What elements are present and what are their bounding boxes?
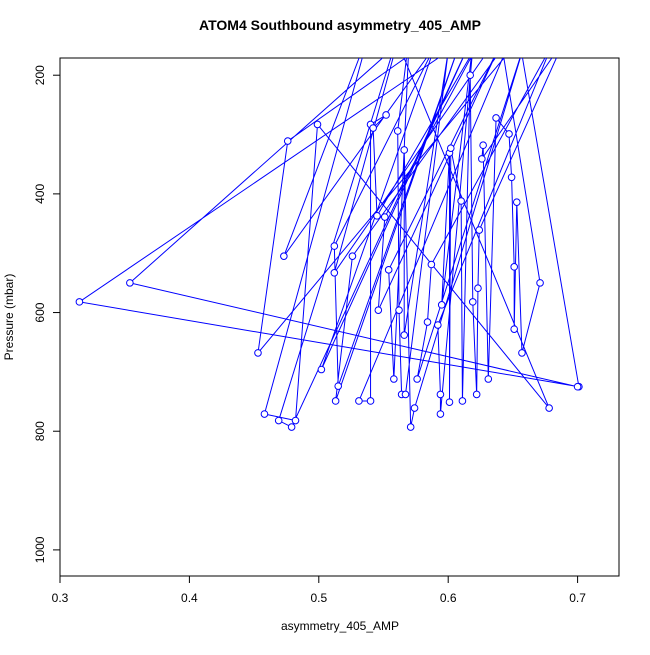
data-point [468, 298, 477, 306]
data-point [291, 416, 300, 425]
data-point [573, 382, 582, 391]
data-point [475, 226, 484, 234]
data-point [536, 279, 544, 287]
y-tick-label: 200 [33, 65, 47, 85]
y-tick-label: 800 [33, 421, 47, 441]
data-point [369, 124, 377, 132]
data-point [432, 42, 439, 49]
data-point [348, 252, 357, 260]
data-point [478, 155, 486, 163]
data-point [548, 42, 555, 49]
data-point [445, 398, 454, 406]
data-point [510, 325, 518, 333]
x-axis-label: asymmetry_405_AMP [281, 619, 399, 633]
x-tick-label: 0.7 [569, 591, 586, 605]
data-point [518, 349, 526, 357]
data-point [446, 144, 455, 152]
data-point [283, 137, 292, 145]
data-point [126, 279, 134, 287]
y-axis-label: Pressure (mbar) [2, 274, 16, 361]
data-point [393, 127, 402, 135]
data-point [436, 410, 445, 418]
data-point [317, 365, 326, 374]
x-tick-label: 0.4 [181, 591, 198, 605]
data-point [382, 111, 390, 119]
data-point [330, 242, 339, 250]
data-point [510, 263, 518, 271]
data-point [510, 30, 517, 37]
data-point [561, 36, 568, 43]
data-point [445, 48, 452, 55]
data-point [458, 397, 467, 405]
data-point [423, 318, 432, 326]
data-point [334, 382, 343, 390]
data-point [355, 397, 363, 405]
data-point [458, 36, 465, 43]
data-point [390, 375, 398, 383]
data-point [400, 331, 408, 339]
data-point [474, 284, 482, 293]
plot-area [75, 24, 583, 431]
data-point [436, 390, 445, 399]
data-point [373, 212, 381, 220]
data-point [401, 390, 410, 399]
data-point [466, 71, 474, 80]
data-point [330, 268, 339, 277]
data-point [479, 141, 487, 150]
data-point [393, 42, 400, 49]
data-point [280, 252, 288, 260]
data-point [516, 36, 523, 43]
data-point [497, 30, 504, 37]
data-point [393, 36, 400, 43]
chart-title: ATOM4 Southbound asymmetry_405_AMP [199, 17, 481, 33]
data-point [410, 404, 419, 412]
data-point [274, 416, 283, 425]
x-tick-label: 0.3 [52, 591, 69, 605]
data-point [384, 266, 393, 274]
data-point [400, 146, 408, 154]
data-point [254, 349, 262, 357]
x-tick-label: 0.5 [310, 591, 327, 605]
data-point [374, 306, 383, 314]
data-point [507, 173, 516, 182]
data-point [545, 404, 553, 412]
y-tick-label: 600 [33, 302, 47, 322]
data-point [457, 197, 465, 205]
data-point [75, 298, 84, 306]
data-point [406, 423, 415, 431]
x-tick-label: 0.6 [440, 591, 457, 605]
plot-frame [59, 57, 620, 577]
data-point [484, 375, 493, 383]
data-point [497, 42, 504, 49]
data-point [380, 213, 389, 221]
data-point [260, 410, 269, 418]
data-point [512, 198, 521, 206]
data-point [366, 397, 375, 405]
data-point [395, 306, 403, 314]
data-point [427, 260, 436, 269]
data-point [523, 36, 530, 43]
data-point [505, 130, 513, 138]
data-line [78, 58, 580, 428]
data-point [437, 301, 446, 309]
data-point [287, 423, 296, 431]
y-tick-label: 400 [33, 184, 47, 204]
data-point [492, 114, 500, 122]
y-tick-label: 1000 [33, 536, 47, 563]
data-point [413, 375, 421, 383]
data-point [331, 397, 340, 405]
data-point [434, 321, 442, 329]
data-point [472, 390, 481, 399]
data-point [484, 24, 491, 31]
data-point [313, 120, 322, 129]
